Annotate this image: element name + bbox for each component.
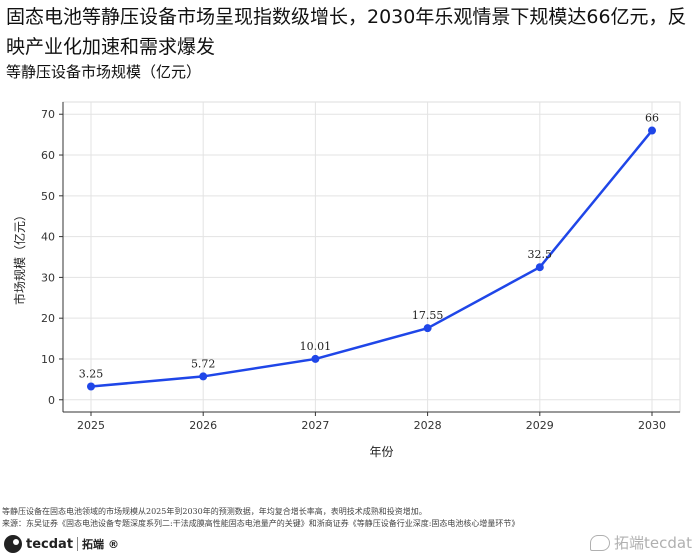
data-point <box>423 324 432 333</box>
y-tick-label: 0 <box>48 394 55 407</box>
weibo-icon <box>590 534 611 551</box>
series-line <box>90 129 653 388</box>
data-label: 3.25 <box>79 368 104 381</box>
y-tick-label: 70 <box>41 108 55 121</box>
chart-title: 固态电池等静压设备市场呈现指数级增长，2030年乐观情景下规模达66亿元，反映产… <box>6 6 687 58</box>
x-tick-label: 2025 <box>77 419 105 432</box>
logo-cn-text: 拓端 <box>82 538 105 551</box>
plot-area <box>62 101 681 413</box>
watermark-text: 拓端tecdat <box>614 534 692 552</box>
source-note: 来源：东吴证券《固态电池设备专题深度系列二:干法成膜高性能固态电池量产的关键》和… <box>2 519 520 528</box>
x-tick-label: 2030 <box>638 419 666 432</box>
brand-logo: tecdat 拓端 ® <box>4 535 119 553</box>
data-point <box>648 126 656 135</box>
y-tick-label: 40 <box>41 231 55 244</box>
data-point <box>311 354 320 363</box>
y-tick-label: 50 <box>41 190 55 203</box>
data-label: 32.5 <box>528 248 553 261</box>
y-tick-label: 10 <box>41 353 55 366</box>
data-point <box>535 263 544 272</box>
watermark: 拓端tecdat <box>590 532 692 553</box>
data-label: 10.01 <box>300 340 332 353</box>
data-label: 5.72 <box>191 357 216 370</box>
x-tick-label: 2026 <box>189 419 217 432</box>
data-point <box>199 372 208 381</box>
tecdat-logo-icon <box>4 535 22 553</box>
footnote: 等静压设备在固态电池领域的市场规模从2025年到2030年的预测数据，年均复合增… <box>2 507 427 516</box>
data-label: 66 <box>645 112 659 125</box>
logo-text: tecdat <box>26 536 74 552</box>
x-tick-label: 2027 <box>301 419 329 432</box>
y-tick-label: 30 <box>41 271 55 284</box>
y-tick-label: 20 <box>41 312 55 325</box>
x-tick-label: 2029 <box>526 419 554 432</box>
registered-mark: ® <box>108 537 120 551</box>
x-axis-label: 年份 <box>369 445 393 459</box>
chart-subtitle: 等静压设备市场规模（亿元） <box>6 63 202 81</box>
data-point <box>87 382 95 391</box>
data-label: 17.55 <box>412 309 444 322</box>
logo-divider <box>77 537 79 551</box>
y-axis-label: 市场规模（亿元） <box>12 209 27 305</box>
y-tick-label: 60 <box>41 149 55 162</box>
x-tick-label: 2028 <box>414 419 442 432</box>
